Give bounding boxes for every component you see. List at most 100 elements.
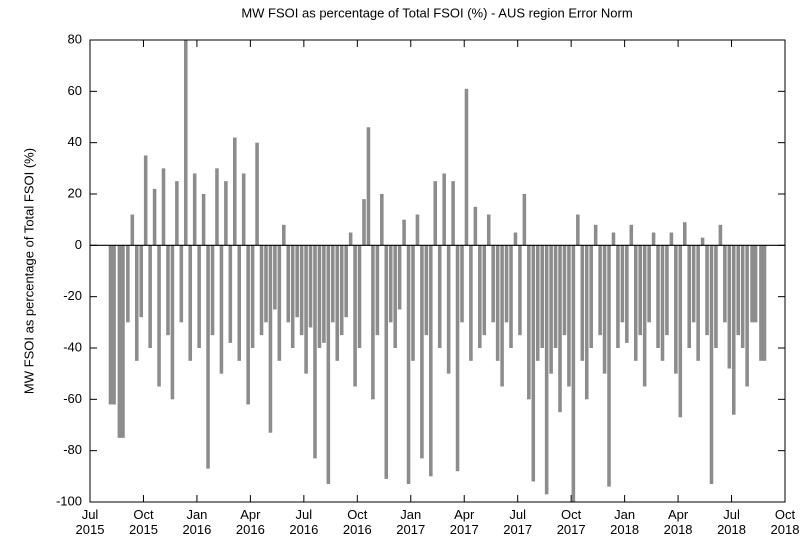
bar [745,245,749,387]
bar [660,245,665,361]
bar [464,88,469,246]
x-tick-label: Jul 2015 [76,507,105,537]
bar [304,245,308,374]
bar [731,245,736,415]
bar [290,245,295,348]
bar [691,245,696,323]
bar [669,232,674,246]
bar [727,245,732,369]
bar [518,245,522,336]
y-tick-label: 60 [68,83,82,98]
bar [571,245,576,503]
chart-title: MW FSOI as percentage of Total FSOI (%) … [241,5,632,20]
bar [750,245,758,323]
bar [384,245,389,479]
bar [678,245,683,418]
bar [647,245,651,323]
bar [437,245,442,348]
bar [531,245,536,482]
bar [344,245,348,318]
y-tick-label: 20 [68,185,82,200]
bar [584,245,589,400]
bar [339,245,344,336]
bar [682,222,687,246]
bar [665,245,669,336]
bar [455,245,460,472]
bar [598,245,602,336]
bar [161,168,166,246]
bar [170,245,175,400]
bar [736,245,741,336]
y-tick-label: 40 [68,134,82,149]
bar [152,188,157,246]
bar [255,142,259,246]
x-tick-label: Oct 2015 [129,507,158,537]
bar [446,245,451,374]
bar [246,245,250,405]
bar [348,232,353,246]
bar [540,245,544,348]
bar [500,245,504,387]
bar [625,245,629,343]
x-tick-label: Jan 2017 [396,507,425,537]
bar [286,245,291,323]
bar [299,245,304,336]
x-tick-label: Apr 2018 [664,507,693,537]
bar [696,245,700,361]
bar [593,224,598,246]
bar [420,245,424,459]
bar [740,245,745,348]
bar [313,245,317,459]
bar [371,245,375,400]
y-tick-label: -60 [63,391,82,406]
y-tick-label: -40 [63,339,82,354]
bar [219,245,224,374]
x-tick-label: Jul 2018 [717,507,746,537]
bar [607,245,611,487]
bar [509,245,513,348]
bar [184,40,188,246]
bar [224,181,228,246]
bar [411,245,415,361]
bar [268,245,273,433]
plot-frame [89,39,786,503]
bar [553,245,558,348]
bar [478,245,482,348]
bar [406,245,411,485]
bar [576,214,580,246]
bar [117,245,125,438]
bar [264,245,268,323]
bar [331,245,335,323]
bar [651,232,656,246]
bar [558,245,562,413]
bar [473,206,478,246]
bar [188,245,193,361]
bar [656,245,660,348]
bar [357,245,362,348]
bar [362,199,366,246]
bar [179,245,184,323]
bar [504,245,509,323]
bar [544,245,549,495]
bar [335,245,340,361]
x-tick-label: Oct 2018 [771,507,800,537]
bar [192,173,197,246]
bar [317,245,322,348]
y-tick-label: -20 [63,288,82,303]
bar [228,245,233,343]
bar [308,245,313,328]
bar [353,245,357,387]
bar [469,245,473,361]
bar [709,245,714,485]
bar [322,245,326,343]
bar [424,245,429,336]
bar [616,245,620,348]
bar [397,245,402,310]
bar [326,245,331,485]
bar [718,224,723,246]
y-tick-label: -100 [56,493,82,508]
bar [206,245,210,469]
bar [130,214,135,246]
bar [633,245,638,361]
